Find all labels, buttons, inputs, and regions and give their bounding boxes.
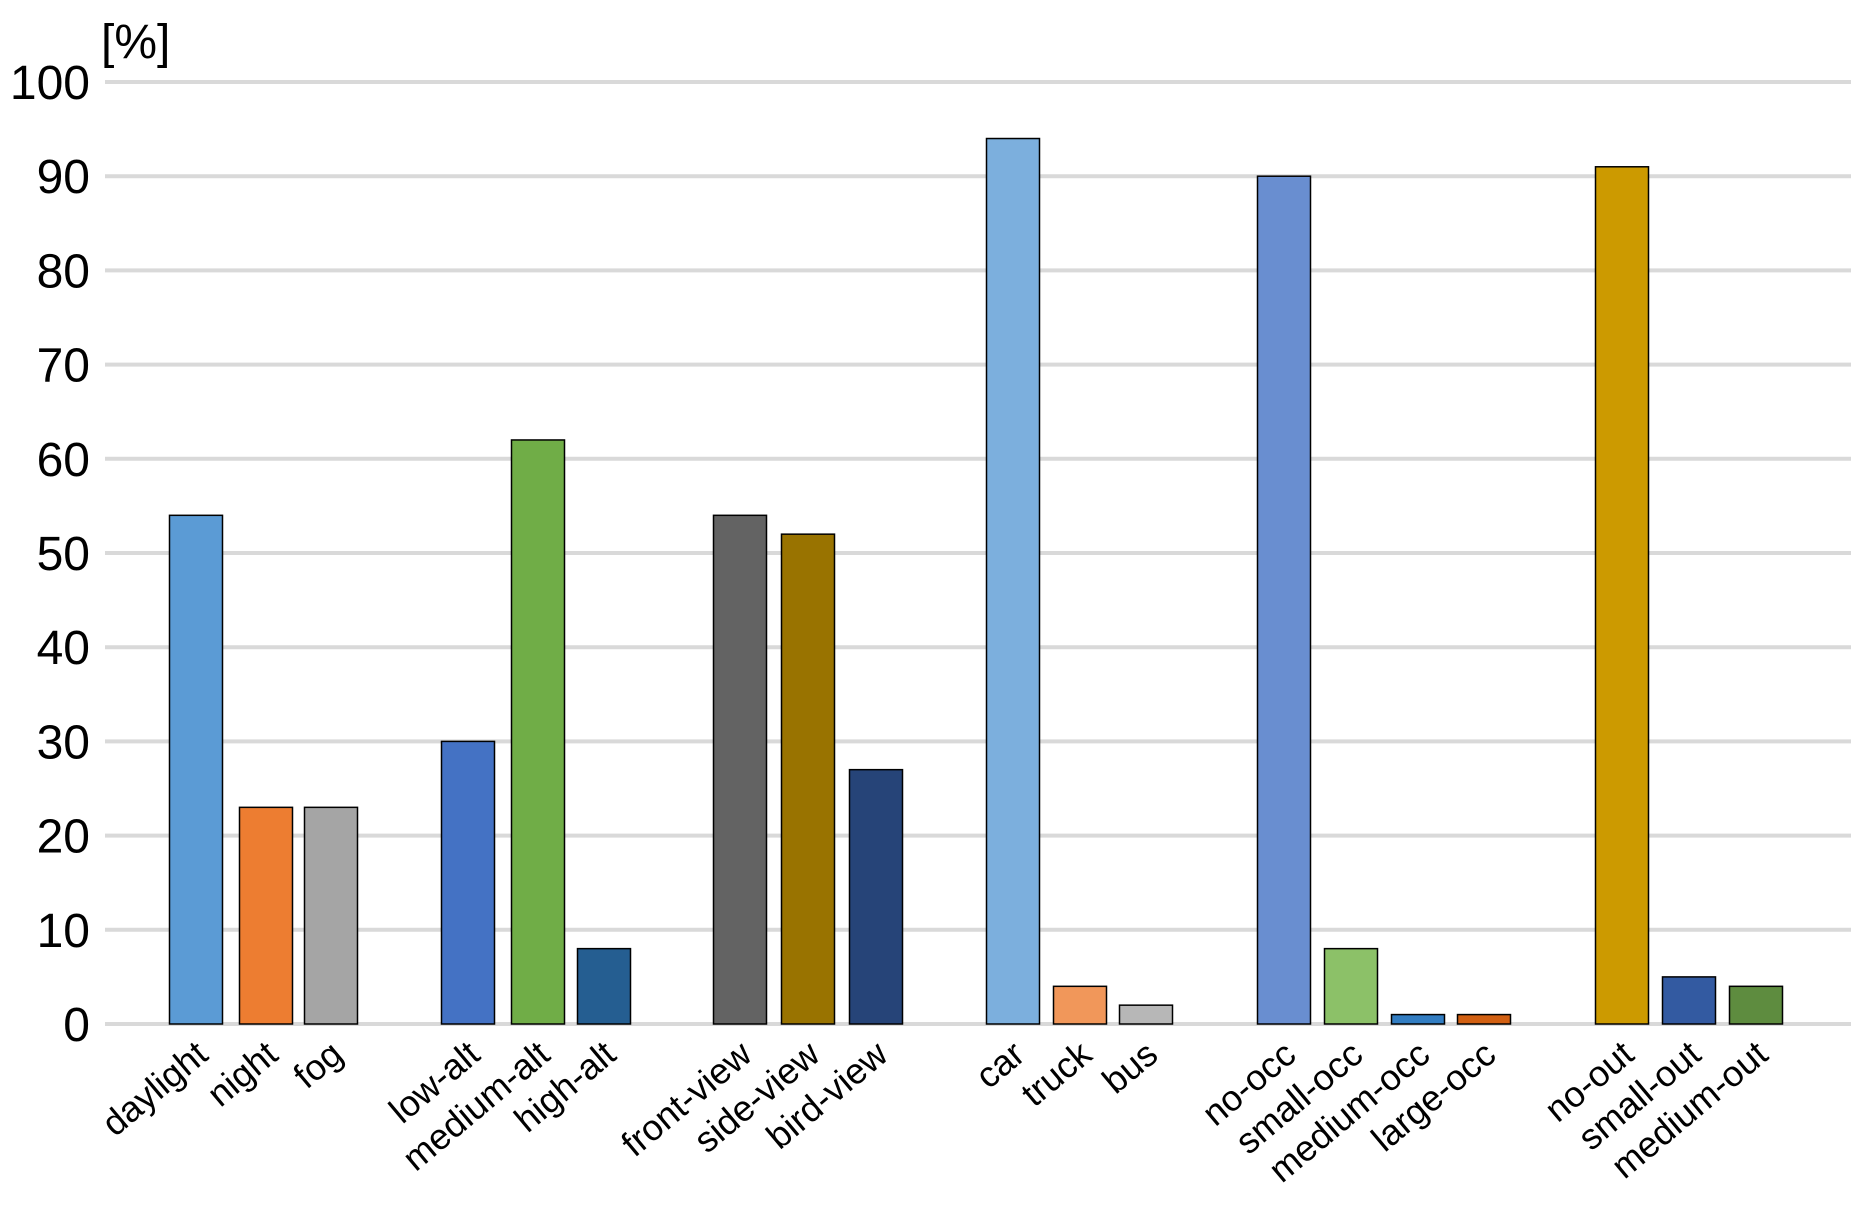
y-axis-unit-label: [%] [101,16,170,69]
bar-low-alt [440,740,496,1025]
y-tick-label-0: 0 [63,999,90,1052]
bar-medium-out [1728,985,1784,1025]
bar-small-occ [1323,947,1379,1025]
bar-truck [1052,985,1108,1025]
bar-bird-view [848,768,904,1025]
bar-medium-alt [510,439,566,1025]
category-label-night: night [199,1033,285,1115]
bar-no-out [1594,166,1650,1025]
y-tick-label-100: 100 [10,57,90,110]
bars [168,137,1784,1025]
bar-night [238,806,294,1025]
bar-front-view [712,514,768,1025]
bar-large-occ [1456,1013,1512,1025]
y-tick-label-20: 20 [37,811,90,864]
gridlines [105,80,1851,1026]
y-tick-label-30: 30 [37,716,90,769]
y-tick-label-50: 50 [37,528,90,581]
y-tick-label-70: 70 [37,340,90,393]
y-tick-label-60: 60 [37,434,90,487]
bar-daylight [168,514,224,1025]
bar-fog [303,806,359,1025]
bar-no-occ [1256,175,1312,1025]
category-label-truck: truck [1013,1032,1100,1114]
bar-high-alt [576,947,632,1025]
bar-car [985,137,1041,1025]
y-tick-label-10: 10 [37,905,90,958]
category-label-daylight: daylight [94,1033,215,1144]
y-tick-label-40: 40 [37,622,90,675]
bar-medium-occ [1390,1013,1446,1025]
y-tick-label-80: 80 [37,245,90,298]
category-label-fog: fog [285,1033,350,1097]
bar-bus [1118,1004,1174,1025]
y-axis-tick-labels: 0 10 20 30 40 50 60 70 80 90 100 [10,57,90,1052]
bar-small-out [1661,976,1717,1025]
bar-side-view [780,533,836,1025]
category-label-bus: bus [1094,1033,1165,1102]
y-tick-label-90: 90 [37,151,90,204]
